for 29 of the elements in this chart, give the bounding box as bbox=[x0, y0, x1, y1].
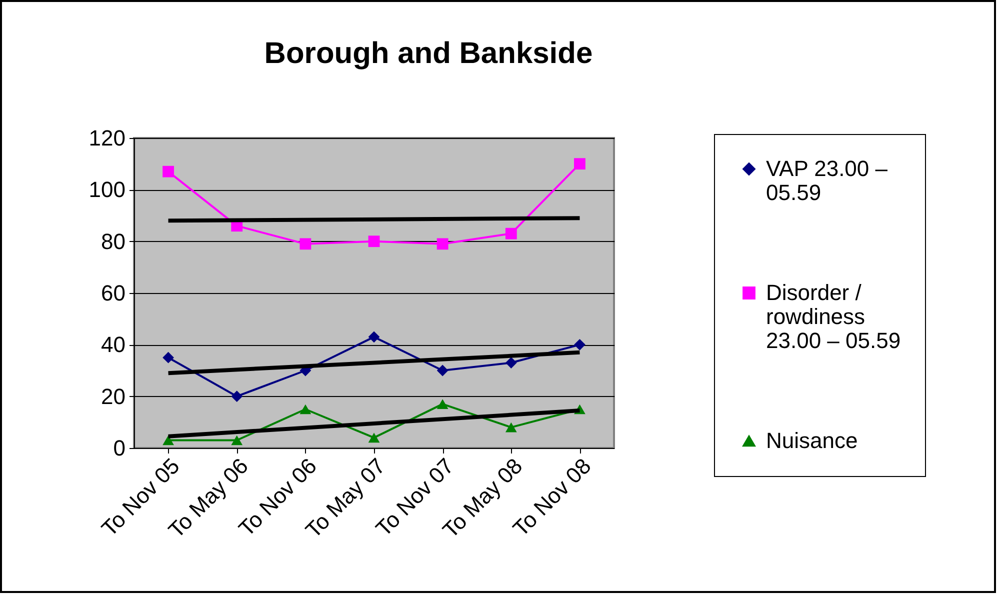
point bbox=[368, 331, 380, 343]
y-tick-label: 60 bbox=[101, 280, 126, 306]
y-tick-label: 100 bbox=[88, 177, 126, 202]
point bbox=[162, 166, 174, 178]
point bbox=[162, 352, 174, 364]
point bbox=[574, 338, 586, 350]
chart-title: Borough and Bankside bbox=[264, 37, 593, 70]
point bbox=[162, 435, 174, 446]
point bbox=[505, 422, 517, 432]
point bbox=[505, 228, 517, 240]
point bbox=[436, 364, 448, 376]
point bbox=[300, 238, 312, 250]
legend-label: Nuisance bbox=[766, 428, 858, 453]
point bbox=[368, 236, 380, 248]
point bbox=[231, 435, 243, 446]
point bbox=[574, 158, 586, 170]
point bbox=[436, 238, 448, 250]
y-tick-label: 120 bbox=[88, 126, 126, 150]
y-tick-label: 40 bbox=[101, 332, 126, 358]
legend-label: Disorder / rowdiness 23.00 – 05.59 bbox=[766, 280, 901, 353]
point bbox=[231, 390, 243, 402]
y-tick-label: 20 bbox=[101, 384, 126, 409]
point bbox=[505, 357, 517, 368]
point bbox=[368, 432, 380, 443]
point bbox=[300, 404, 312, 414]
y-tick-label: 0 bbox=[113, 436, 126, 460]
legend-label: VAP 23.00 – 05.59 bbox=[766, 156, 888, 205]
y-tick-label: 80 bbox=[101, 228, 126, 254]
point bbox=[436, 399, 448, 410]
